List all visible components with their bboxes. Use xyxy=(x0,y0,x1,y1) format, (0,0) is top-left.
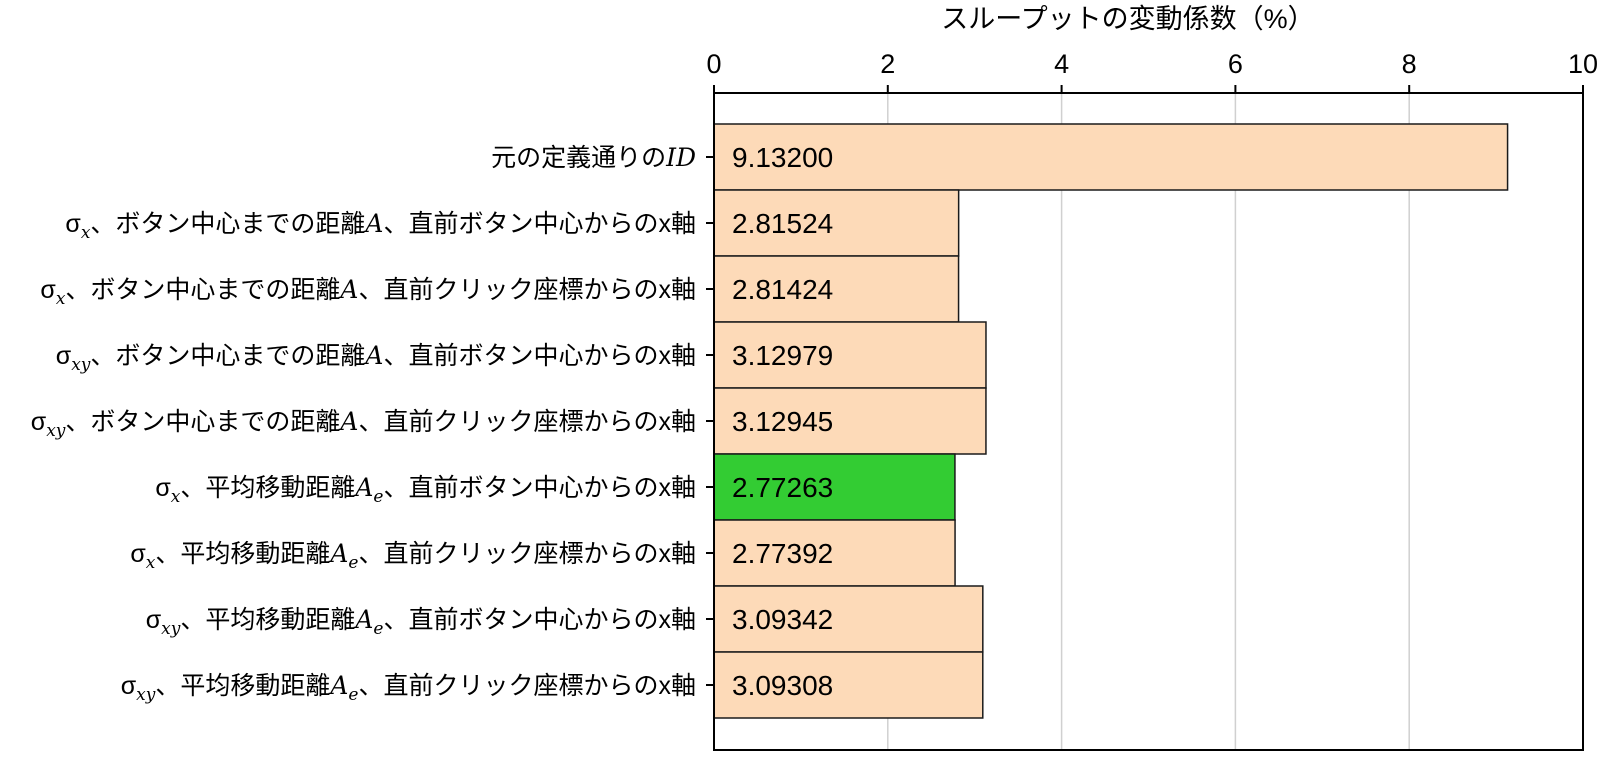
x-tick-label: 2 xyxy=(880,49,895,79)
bar xyxy=(713,123,1509,191)
bar-value-label: 2.77263 xyxy=(732,472,833,503)
category-label: σx、ボタン中心までの距離A、直前ボタン中心からのx軸 xyxy=(65,209,696,243)
category-label: σxy、平均移動距離Ae、直前ボタン中心からのx軸 xyxy=(146,605,696,639)
bar-value-label: 2.81524 xyxy=(732,208,833,239)
category-label: 元の定義通りのID xyxy=(491,143,696,172)
x-tick-label: 6 xyxy=(1228,49,1243,79)
bar-value-label: 3.09308 xyxy=(732,670,833,701)
bar xyxy=(713,585,984,653)
bar-value-label: 3.12979 xyxy=(732,340,833,371)
category-label: σx、ボタン中心までの距離A、直前クリック座標からのx軸 xyxy=(40,275,696,309)
category-label: σx、平均移動距離Ae、直前クリック座標からのx軸 xyxy=(130,539,696,573)
bar-value-label: 9.13200 xyxy=(732,142,833,173)
x-axis-title: スループットの変動係数（%） xyxy=(941,4,1314,34)
plot-frame xyxy=(713,92,1584,751)
x-tick-label: 10 xyxy=(1568,49,1598,79)
category-label: σxy、ボタン中心までの距離A、直前クリック座標からのx軸 xyxy=(31,407,696,441)
category-labels: 元の定義通りのID σx、ボタン中心までの距離A、直前ボタン中心からのx軸 σx、ボ… xyxy=(31,143,696,705)
x-tick-label: 4 xyxy=(1054,49,1069,79)
bars: 9.13200 2.81524 2.81424 3.12979 3.12945 2.772… xyxy=(713,123,1509,719)
bar-value-label: 3.09342 xyxy=(732,604,833,635)
category-label: σx、平均移動距離Ae、直前ボタン中心からのx軸 xyxy=(155,473,696,507)
bar xyxy=(713,651,984,719)
category-label: σxy、平均移動距離Ae、直前クリック座標からのx軸 xyxy=(121,671,696,705)
x-tick-label: 0 xyxy=(706,49,721,79)
category-label: σxy、ボタン中心までの距離A、直前ボタン中心からのx軸 xyxy=(56,341,696,375)
bar xyxy=(713,519,956,587)
bar xyxy=(713,255,960,323)
x-axis-ticks: 0 2 4 6 8 10 xyxy=(706,49,1598,686)
bar-value-label: 3.12945 xyxy=(732,406,833,437)
bar-value-label: 2.81424 xyxy=(732,274,833,305)
bar-value-label: 2.77392 xyxy=(732,538,833,569)
x-tick-label: 8 xyxy=(1402,49,1417,79)
